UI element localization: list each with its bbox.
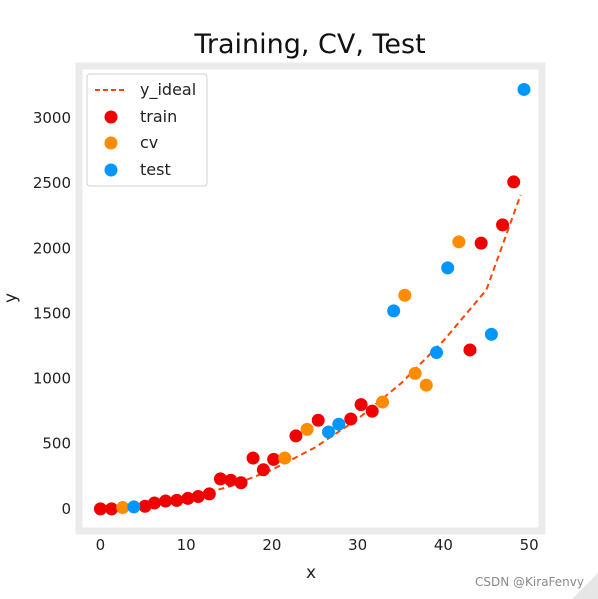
point-cv [116, 501, 130, 515]
data-points [93, 82, 531, 516]
point-train [213, 472, 227, 486]
point-train [463, 343, 477, 357]
chart-title: Training, CV, Test [193, 29, 425, 60]
point-train [191, 489, 205, 503]
point-test [484, 327, 498, 341]
point-train [354, 398, 368, 412]
y-tick-label: 3000 [33, 109, 71, 127]
point-train [365, 404, 379, 418]
y-tick-label: 2500 [33, 174, 71, 192]
point-train [474, 236, 488, 250]
y-tick-label: 500 [42, 435, 71, 453]
point-cv [300, 422, 314, 436]
x-tick-label: 40 [434, 536, 453, 554]
y-axis-label: y [1, 293, 21, 303]
point-train [202, 487, 216, 501]
y-tick-label: 1000 [33, 370, 71, 388]
x-tick-label: 30 [348, 536, 367, 554]
point-train [159, 494, 173, 508]
point-test [127, 500, 141, 514]
legend: y_ideal train cv test [86, 73, 208, 187]
point-test [387, 304, 401, 318]
point-train [170, 493, 184, 507]
point-train [224, 473, 238, 487]
y-tick-label: 1500 [33, 304, 71, 322]
point-train [311, 413, 325, 427]
legend-box [86, 73, 208, 187]
point-cv [408, 366, 422, 380]
x-axis-label: x [306, 563, 316, 583]
legend-label-test: test [140, 160, 171, 179]
point-cv [398, 288, 412, 302]
point-cv [452, 235, 466, 249]
x-tick-labels: 0 10 20 30 40 50 [96, 536, 539, 554]
legend-label-cv: cv [140, 133, 158, 152]
point-train [181, 491, 195, 505]
point-train [93, 502, 107, 516]
point-train [496, 218, 510, 232]
legend-swatch-train [104, 110, 118, 124]
point-train [344, 412, 358, 426]
point-train [256, 463, 270, 477]
point-test [322, 425, 336, 439]
y-tick-label: 2000 [33, 239, 71, 257]
point-test [430, 346, 444, 360]
x-tick-label: 50 [520, 536, 539, 554]
point-train [267, 452, 281, 466]
point-train [105, 502, 119, 516]
point-test [441, 261, 455, 275]
point-train [147, 496, 161, 510]
point-test [517, 82, 531, 96]
legend-label-train: train [140, 107, 177, 126]
y-tick-labels: 0 500 1000 1500 2000 2500 3000 [33, 109, 71, 518]
point-cv [376, 395, 390, 409]
point-cv [278, 451, 292, 465]
legend-label-y-ideal: y_ideal [140, 80, 196, 100]
x-tick-label: 10 [177, 536, 196, 554]
x-tick-label: 0 [96, 536, 106, 554]
legend-swatch-test [104, 163, 118, 177]
point-train [234, 476, 248, 490]
page-corner-fold [572, 573, 598, 599]
point-test [332, 417, 346, 431]
legend-swatch-cv [104, 136, 118, 150]
x-tick-label: 20 [262, 536, 281, 554]
point-train [507, 175, 521, 189]
y-tick-label: 0 [61, 500, 71, 518]
point-train [246, 451, 260, 465]
watermark: CSDN @KiraFenvy [475, 575, 584, 589]
point-cv [419, 378, 433, 392]
point-train [289, 429, 303, 443]
